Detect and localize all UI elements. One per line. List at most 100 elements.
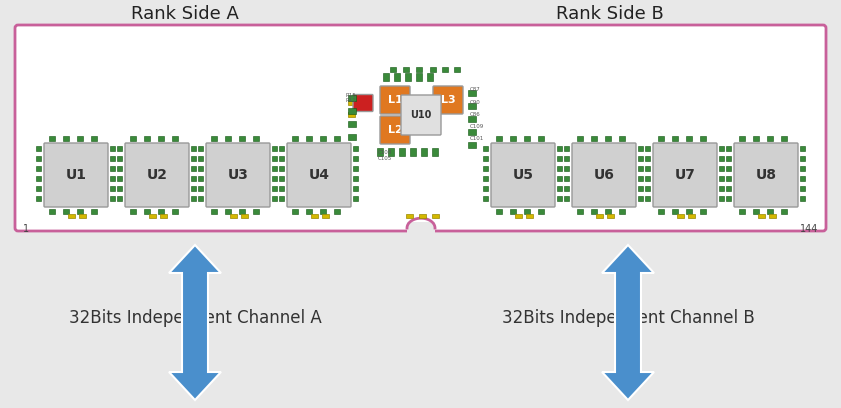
Bar	[348, 108, 356, 114]
Text: C101: C101	[470, 136, 484, 141]
Bar	[406, 214, 413, 218]
FancyBboxPatch shape	[433, 86, 463, 114]
Bar	[410, 148, 416, 156]
Bar	[591, 209, 597, 214]
Text: R15: R15	[346, 93, 357, 98]
Bar	[117, 166, 122, 171]
Bar	[686, 136, 692, 141]
Bar	[557, 156, 562, 161]
Text: R11: R11	[346, 98, 357, 103]
Bar	[198, 186, 203, 191]
Bar	[91, 136, 97, 141]
Bar	[800, 156, 805, 161]
Bar	[564, 176, 569, 181]
Bar	[557, 166, 562, 171]
Bar	[739, 209, 745, 214]
Bar	[292, 209, 298, 214]
Bar	[591, 136, 597, 141]
Bar	[758, 214, 765, 218]
Bar	[719, 166, 724, 171]
Text: L1: L1	[388, 95, 402, 105]
Bar	[753, 209, 759, 214]
Text: C86: C86	[470, 112, 481, 117]
Bar	[353, 196, 358, 201]
Bar	[421, 148, 427, 156]
Bar	[645, 176, 650, 181]
Bar	[198, 196, 203, 201]
Bar	[198, 146, 203, 151]
Bar	[483, 186, 488, 191]
Bar	[272, 196, 277, 201]
Bar	[36, 176, 41, 181]
Bar	[767, 209, 773, 214]
Bar	[117, 156, 122, 161]
Text: U2: U2	[146, 168, 167, 182]
Bar	[700, 209, 706, 214]
Text: U1: U1	[66, 168, 87, 182]
Bar	[110, 176, 115, 181]
Polygon shape	[169, 245, 221, 400]
Bar	[719, 146, 724, 151]
Bar	[36, 186, 41, 191]
Bar	[645, 156, 650, 161]
Bar	[110, 186, 115, 191]
Bar	[241, 214, 248, 218]
Bar	[198, 176, 203, 181]
Bar	[645, 186, 650, 191]
Bar	[239, 209, 245, 214]
Bar	[677, 214, 684, 218]
Bar	[348, 95, 356, 101]
Bar	[158, 136, 164, 141]
Bar	[496, 136, 502, 141]
Bar	[311, 214, 318, 218]
Bar	[394, 73, 400, 81]
FancyBboxPatch shape	[734, 143, 798, 207]
FancyBboxPatch shape	[206, 143, 270, 207]
Bar	[191, 196, 196, 201]
Bar	[36, 196, 41, 201]
Bar	[149, 214, 156, 218]
Bar	[388, 148, 394, 156]
Bar	[348, 134, 356, 140]
Bar	[416, 67, 422, 72]
Bar	[272, 146, 277, 151]
Bar	[769, 214, 776, 218]
Bar	[607, 214, 614, 218]
Bar	[430, 67, 436, 72]
Text: L3: L3	[441, 95, 455, 105]
Text: Rank Side B: Rank Side B	[556, 5, 664, 23]
Bar	[253, 209, 259, 214]
Bar	[686, 209, 692, 214]
Bar	[739, 136, 745, 141]
Bar	[191, 176, 196, 181]
Bar	[320, 136, 326, 141]
Bar	[353, 146, 358, 151]
FancyBboxPatch shape	[125, 143, 189, 207]
Bar	[253, 136, 259, 141]
Bar	[144, 209, 150, 214]
Bar	[726, 176, 731, 181]
Bar	[416, 73, 422, 81]
Bar	[800, 196, 805, 201]
Bar	[638, 166, 643, 171]
Bar	[117, 176, 122, 181]
FancyBboxPatch shape	[353, 95, 373, 111]
Bar	[726, 156, 731, 161]
Bar	[781, 136, 787, 141]
Bar	[526, 214, 533, 218]
Bar	[348, 100, 355, 105]
Bar	[279, 176, 284, 181]
Bar	[483, 146, 488, 151]
Bar	[557, 186, 562, 191]
FancyBboxPatch shape	[572, 143, 636, 207]
Bar	[564, 186, 569, 191]
Bar	[726, 166, 731, 171]
Bar	[468, 116, 476, 122]
Bar	[800, 166, 805, 171]
Text: U6: U6	[594, 168, 615, 182]
Bar	[49, 209, 55, 214]
Bar	[672, 136, 678, 141]
Bar	[320, 209, 326, 214]
Bar	[117, 186, 122, 191]
Bar	[638, 146, 643, 151]
